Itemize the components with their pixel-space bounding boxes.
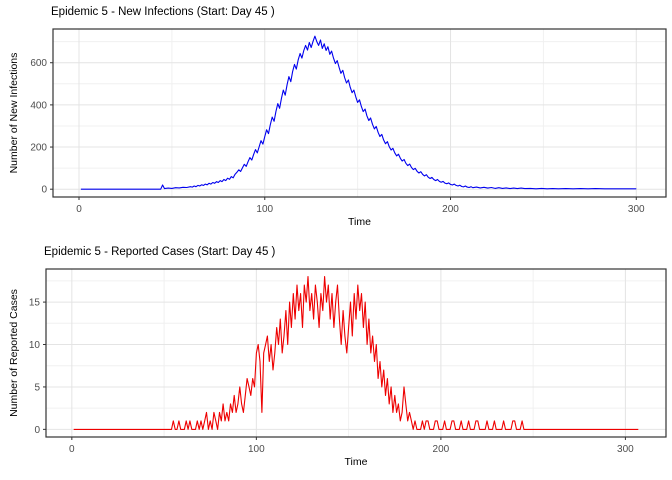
svg-text:0: 0 xyxy=(34,425,40,436)
svg-text:0: 0 xyxy=(76,204,82,215)
x-axis-label: Time xyxy=(344,456,368,468)
svg-text:200: 200 xyxy=(442,204,459,215)
svg-text:100: 100 xyxy=(248,444,265,455)
svg-text:300: 300 xyxy=(617,444,634,455)
reported-cases-plot-area: 0 100 200 300 0 5 10 15 xyxy=(29,268,667,455)
svg-text:100: 100 xyxy=(256,204,273,215)
svg-text:600: 600 xyxy=(30,58,47,69)
chart-title: Epidemic 5 - New Infections (Start: Day … xyxy=(51,6,275,18)
reported-cases-chart: 0 100 200 300 0 5 10 15 Epidemic 5 - Reported C… xyxy=(0,240,672,480)
new-infections-plot-area: 0 100 200 300 0 200 400 600 xyxy=(30,28,667,215)
svg-text:300: 300 xyxy=(628,204,645,215)
svg-text:200: 200 xyxy=(30,143,47,154)
x-axis-label: Time xyxy=(348,216,371,228)
svg-text:0: 0 xyxy=(69,444,75,455)
svg-text:5: 5 xyxy=(34,382,40,393)
svg-text:200: 200 xyxy=(433,444,450,455)
y-axis-label: Number of New Infections xyxy=(8,52,20,174)
new-infections-chart: 0 100 200 300 0 200 400 600 Epidemic 5 - New In… xyxy=(8,6,667,228)
svg-text:10: 10 xyxy=(29,340,41,351)
svg-text:400: 400 xyxy=(30,100,47,111)
chart-title: Epidemic 5 - Reported Cases (Start: Day … xyxy=(44,246,276,258)
svg-text:15: 15 xyxy=(29,298,41,309)
svg-text:0: 0 xyxy=(41,185,47,196)
y-axis-label: Number of Reported Cases xyxy=(8,289,20,417)
